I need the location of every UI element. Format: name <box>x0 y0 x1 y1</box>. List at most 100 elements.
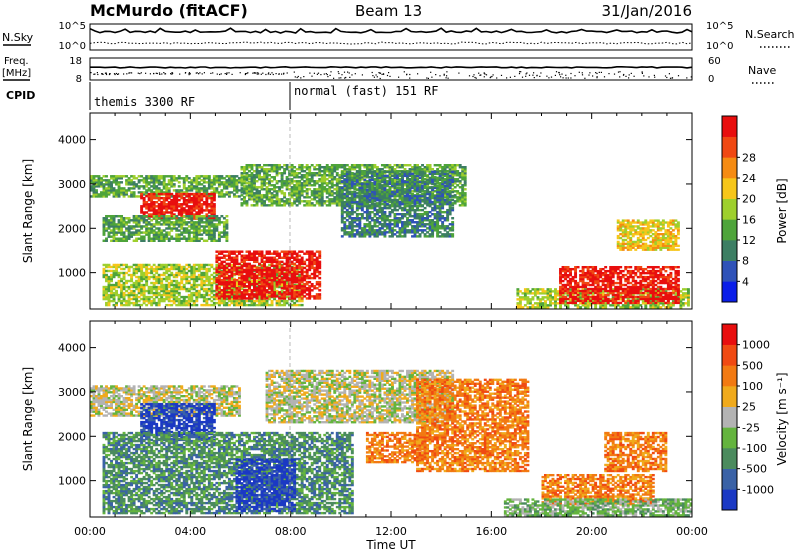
power-cell <box>120 219 124 222</box>
power-cell <box>215 273 219 277</box>
power-cell <box>152 235 156 238</box>
power-cell <box>162 297 166 301</box>
power-cell <box>197 177 201 180</box>
power-cell <box>343 170 347 173</box>
power-cell <box>195 293 199 297</box>
power-cell <box>110 221 113 224</box>
power-cell <box>112 299 116 303</box>
power-cell <box>300 291 304 294</box>
power-cell <box>117 237 121 240</box>
power-cell <box>170 177 174 180</box>
nave-dot <box>113 73 116 75</box>
power-cell <box>225 280 229 284</box>
power-cell <box>280 174 284 177</box>
power-cell <box>145 297 149 301</box>
power-cell <box>328 166 332 169</box>
nave-dot <box>386 74 389 77</box>
power-cell <box>187 239 191 242</box>
power-cell <box>195 275 199 279</box>
power-cell <box>343 192 347 196</box>
power-cell <box>147 263 151 267</box>
nave-dot <box>239 72 241 74</box>
nave-dot <box>539 75 541 77</box>
power-cell <box>458 186 462 189</box>
power-cell <box>285 186 289 189</box>
power-cell <box>330 166 334 169</box>
power-cell <box>157 213 161 216</box>
power-cell <box>217 276 221 280</box>
power-cell <box>456 164 460 167</box>
power-cell <box>280 176 284 179</box>
power-cell <box>202 177 206 180</box>
power-cell <box>210 179 214 182</box>
power-cell <box>207 227 211 230</box>
power-cell <box>132 285 136 289</box>
power-cell <box>220 278 224 282</box>
power-cell <box>110 265 113 269</box>
power-cell <box>243 299 246 303</box>
power-cell <box>140 175 144 178</box>
power-cell <box>268 188 271 191</box>
power-cell <box>132 291 136 295</box>
power-cell <box>185 289 189 293</box>
power-cell <box>243 270 246 274</box>
power-cell <box>107 283 111 287</box>
power-cell <box>338 190 342 193</box>
power-cell <box>132 214 136 218</box>
power-cell <box>177 263 181 267</box>
power-cell <box>368 164 372 167</box>
power-cell <box>295 184 299 187</box>
power-cell <box>122 283 126 287</box>
power-cell <box>197 239 201 242</box>
power-cell <box>187 185 191 188</box>
power-cell <box>253 184 256 187</box>
power-cell <box>177 237 181 240</box>
power-cell <box>207 275 211 279</box>
power-cell <box>177 211 181 214</box>
power-cell <box>155 221 159 224</box>
power-cell <box>110 185 113 188</box>
power-cell <box>195 185 199 188</box>
power-cell <box>115 223 118 226</box>
power-cell <box>162 177 166 180</box>
nave-dot <box>472 75 474 78</box>
power-cell <box>140 293 144 297</box>
power-cell <box>217 185 221 188</box>
power-cell <box>227 193 231 196</box>
power-cell <box>260 295 264 298</box>
power-cell <box>278 188 282 191</box>
power-cell <box>303 252 307 255</box>
power-cell <box>167 269 171 273</box>
power-cell <box>318 196 322 199</box>
power-cell <box>227 185 231 188</box>
power-cell <box>253 194 256 197</box>
power-cell <box>155 279 159 283</box>
power-cell <box>212 267 216 271</box>
power-cell <box>217 287 221 290</box>
power-cell <box>232 289 236 293</box>
power-cell <box>406 186 409 189</box>
power-cell <box>205 191 209 194</box>
nave-dot <box>361 74 363 76</box>
power-cell <box>300 194 304 197</box>
power-cell <box>248 254 251 257</box>
power-cell <box>258 250 261 253</box>
power-cell <box>268 180 271 183</box>
power-cell <box>318 280 322 284</box>
power-cell <box>137 285 141 289</box>
power-cell <box>283 164 287 167</box>
power-cell <box>318 174 322 177</box>
power-cell <box>102 295 106 299</box>
power-cell <box>421 196 425 199</box>
power-cell <box>182 196 186 200</box>
power-cell <box>275 202 279 205</box>
power-cell <box>453 200 457 203</box>
power-cell <box>165 221 169 224</box>
nave-dot <box>406 73 408 75</box>
power-cell <box>127 217 131 220</box>
power-cell <box>107 183 111 186</box>
power-cell <box>150 175 154 178</box>
power-cell <box>170 215 174 218</box>
power-cell <box>433 190 437 193</box>
power-cell <box>122 277 126 281</box>
